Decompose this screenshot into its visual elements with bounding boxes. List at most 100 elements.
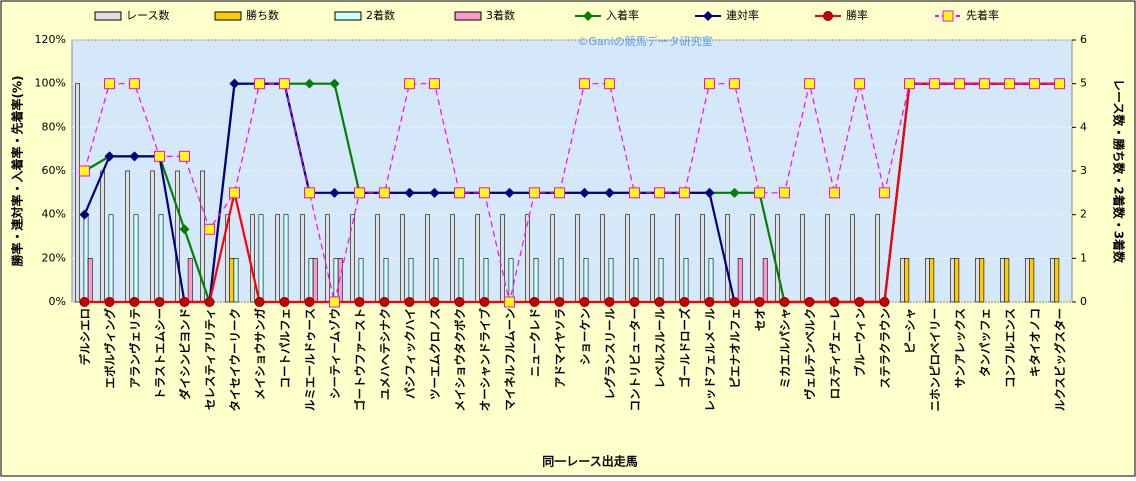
marker bbox=[479, 187, 490, 199]
marker bbox=[304, 297, 315, 307]
x-tick-label: セオ bbox=[753, 308, 767, 331]
marker bbox=[354, 187, 365, 199]
marker bbox=[1029, 78, 1040, 90]
x-tick-label: ブルーウィン bbox=[853, 308, 867, 377]
bar bbox=[337, 258, 343, 303]
bar bbox=[737, 258, 743, 303]
bar bbox=[383, 258, 389, 303]
x-tick-label: パシフィックハイ bbox=[403, 308, 417, 399]
marker bbox=[379, 297, 390, 307]
marker bbox=[804, 78, 815, 90]
bar bbox=[1025, 258, 1030, 303]
marker bbox=[823, 11, 833, 21]
bar bbox=[904, 258, 910, 303]
bar bbox=[900, 258, 905, 303]
bar bbox=[675, 214, 680, 303]
legend: レース数 勝ち数 2着数 3着数 入着率 連対率 勝率 先着率 bbox=[94, 8, 999, 22]
y-tick-label: 80% bbox=[42, 120, 66, 133]
marker bbox=[279, 78, 290, 90]
x-tick-label: アランヴェリテ bbox=[128, 308, 142, 389]
line bbox=[84, 82, 1060, 304]
marker bbox=[379, 187, 390, 199]
y2-tick-label: 3 bbox=[1080, 164, 1087, 177]
bar bbox=[125, 170, 130, 303]
bar bbox=[550, 214, 555, 303]
y-tick-label: 40% bbox=[42, 208, 66, 221]
marker bbox=[879, 297, 890, 307]
marker bbox=[554, 187, 565, 199]
bar bbox=[850, 214, 855, 303]
marker bbox=[404, 297, 415, 307]
bar bbox=[583, 258, 589, 303]
marker bbox=[654, 187, 665, 199]
bar bbox=[250, 214, 255, 303]
legend-label: 入着率 bbox=[606, 8, 639, 22]
marker bbox=[704, 187, 715, 198]
bar bbox=[600, 214, 605, 303]
x-tick-label: レグランスリール bbox=[603, 308, 617, 400]
bar bbox=[458, 258, 464, 303]
x-tick-label: オーシャンドライブ bbox=[478, 308, 492, 412]
marker bbox=[179, 297, 190, 307]
marker bbox=[329, 187, 340, 198]
marker bbox=[479, 297, 490, 307]
marker bbox=[529, 187, 540, 199]
marker bbox=[754, 187, 765, 199]
y2-tick-label: 5 bbox=[1080, 77, 1087, 90]
bar bbox=[150, 170, 155, 303]
marker bbox=[829, 297, 840, 307]
bar bbox=[258, 214, 264, 303]
x-tick-label: メイショウサンガ bbox=[253, 308, 267, 400]
marker bbox=[583, 11, 593, 21]
watermark: ©Ganiの競馬データ研究室 bbox=[577, 34, 712, 48]
marker bbox=[254, 78, 265, 90]
x-tick-label: ユメハヘテシナク bbox=[378, 308, 392, 400]
marker bbox=[79, 165, 90, 177]
bar bbox=[650, 214, 655, 303]
marker bbox=[629, 187, 640, 199]
x-tick-label: セレスティアリティ bbox=[203, 308, 217, 410]
x-tick-label: ダイシンビヨンド bbox=[178, 308, 192, 400]
legend-swatch bbox=[454, 11, 482, 21]
bar bbox=[175, 170, 180, 303]
marker bbox=[329, 296, 340, 308]
legend-label: 3着数 bbox=[486, 8, 515, 22]
x-tick-label: ピエナオルフェ bbox=[728, 308, 742, 389]
marker bbox=[79, 209, 90, 220]
x-tick-label: ステラクラウン bbox=[878, 308, 892, 389]
marker bbox=[304, 78, 315, 89]
x-tick-label: ロスティヴェーレ bbox=[828, 308, 842, 399]
marker bbox=[179, 224, 190, 235]
marker bbox=[254, 297, 265, 307]
marker bbox=[854, 78, 865, 90]
bar bbox=[608, 258, 614, 303]
marker bbox=[79, 297, 90, 307]
marker bbox=[979, 78, 990, 90]
bar bbox=[75, 83, 80, 303]
x-tick-label: ルミエールドゥース bbox=[303, 308, 317, 411]
bar bbox=[775, 214, 780, 303]
bar bbox=[558, 258, 564, 303]
bar bbox=[708, 258, 714, 303]
bar bbox=[762, 258, 768, 303]
marker bbox=[604, 78, 615, 90]
bar bbox=[158, 214, 164, 303]
marker bbox=[129, 78, 140, 90]
legend-swatch bbox=[94, 11, 122, 21]
bar bbox=[133, 214, 139, 303]
bar bbox=[87, 258, 93, 303]
x-tick-label: デルシエロ bbox=[78, 308, 92, 366]
bar bbox=[725, 214, 730, 303]
bar bbox=[108, 214, 114, 303]
bar bbox=[975, 258, 980, 303]
x-tick-label: サンアレックス bbox=[953, 308, 967, 388]
bar bbox=[375, 214, 380, 303]
bar bbox=[83, 214, 89, 303]
legend-label: レース数 bbox=[126, 9, 169, 22]
bar bbox=[800, 214, 805, 303]
marker bbox=[104, 151, 115, 162]
bar bbox=[525, 214, 530, 303]
bar bbox=[500, 214, 505, 303]
bar bbox=[683, 258, 689, 303]
marker bbox=[279, 297, 290, 307]
